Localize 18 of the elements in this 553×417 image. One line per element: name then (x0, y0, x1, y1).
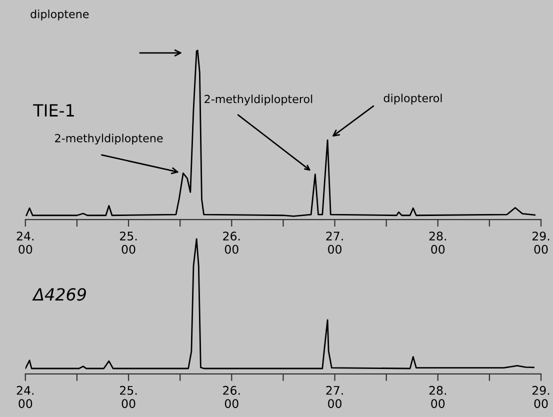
annotation: 2-methyldiploptene (55, 134, 163, 145)
annotation: 2-methyldiplopterol (204, 94, 312, 106)
x-tick-label: 27.00 (326, 386, 343, 408)
x-tick-label: 28.00 (429, 386, 446, 408)
x-tick-label: 25.00 (120, 232, 137, 254)
x-tick-label: 28.00 (429, 232, 446, 254)
x-tick-label: 25.00 (120, 386, 137, 408)
annotation: diplopterol (384, 94, 442, 104)
annotation: Δ4269 (32, 288, 86, 301)
text: diploptene (30, 10, 89, 20)
x-tick-label: 29.00 (532, 232, 550, 254)
x-tick-label: 24.00 (16, 386, 34, 408)
x-tick-label: 26.00 (223, 232, 240, 254)
x-tick-label: 27.00 (326, 232, 343, 254)
x-tick-label: 29.00 (532, 386, 550, 408)
x-tick-label: 26.00 (223, 386, 240, 408)
x-tick-label: 24.00 (16, 232, 34, 254)
annotation: TIE-1 (33, 104, 74, 116)
